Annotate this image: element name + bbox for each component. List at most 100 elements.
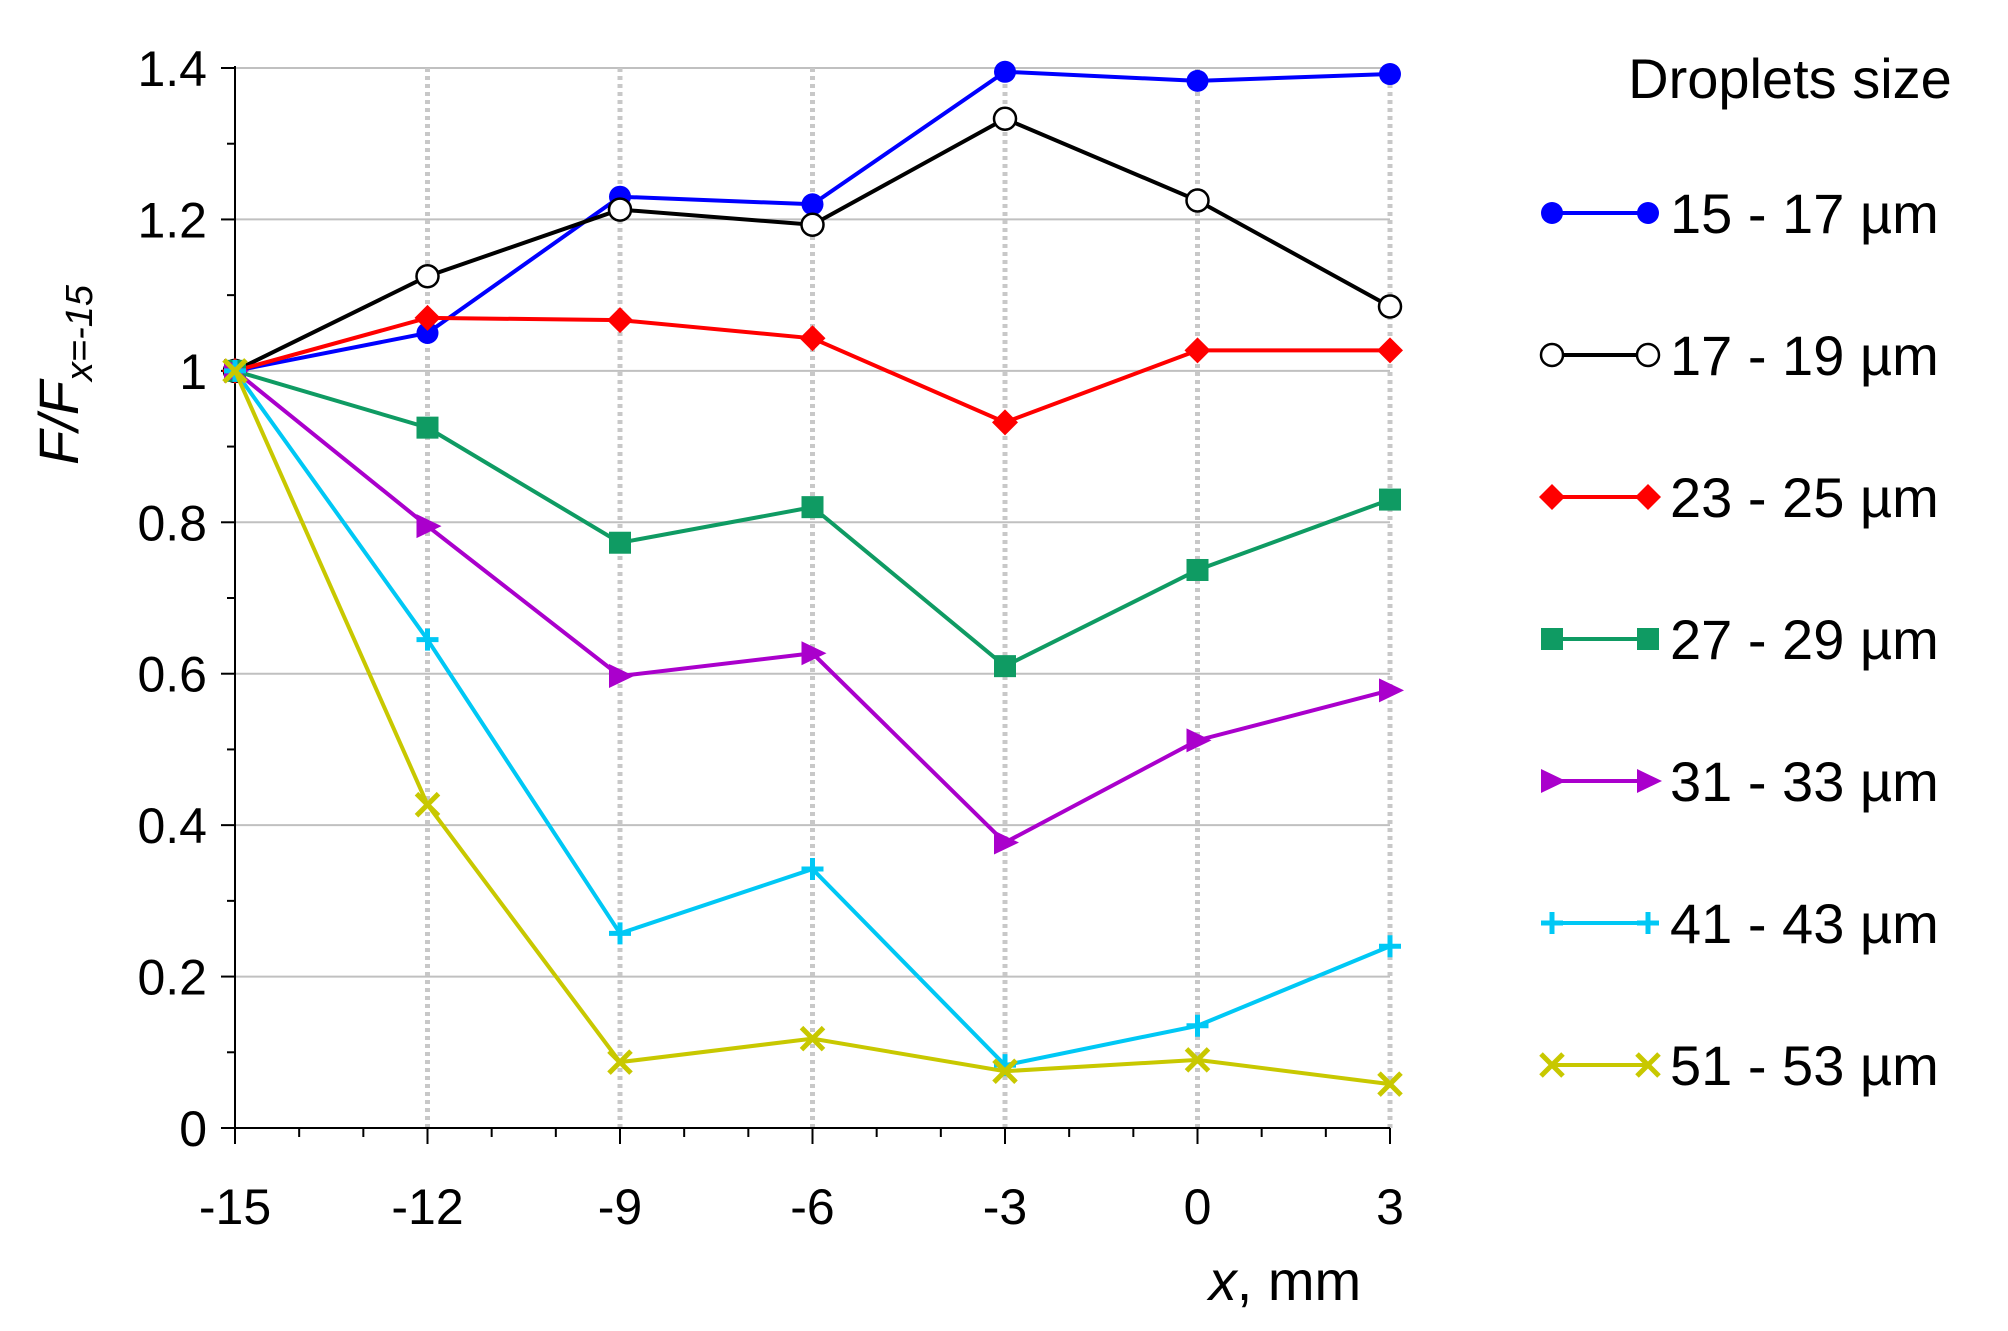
legend-marker (1637, 769, 1662, 793)
x-tick-label: -3 (983, 1179, 1027, 1235)
y-axis-label-subscript: x=-15 (59, 284, 101, 383)
y-axis-label-main: F/F (27, 378, 90, 465)
data-point (607, 197, 633, 222)
legend-item: 27 - 29 µm (1541, 608, 1939, 671)
data-point (801, 641, 827, 666)
data-point (609, 663, 634, 688)
legend-marker (1637, 912, 1659, 934)
x-tick-label: -9 (598, 1179, 642, 1235)
data-point (994, 60, 1016, 83)
legend-marker (1539, 484, 1565, 510)
data-point (416, 416, 439, 439)
data-point (1379, 488, 1401, 511)
y-tick-label: 1.4 (137, 41, 207, 97)
x-axis-label-unit: , mm (1237, 1249, 1361, 1312)
data-point (1379, 63, 1401, 86)
axis-labels: x, mm F/Fx=-15 Droplets size (27, 47, 1952, 1312)
data-point (414, 304, 441, 331)
data-point (1186, 558, 1209, 581)
data-point (609, 531, 631, 554)
x-tick-label: -15 (199, 1179, 271, 1235)
data-point (1377, 337, 1403, 364)
data-point (416, 628, 439, 651)
legend-item: 51 - 53 µm (1539, 1034, 1939, 1097)
axes: 0 0.2 0.4 0.6 0.8 1 1.2 1.4 -15 -12 -9 -6 -3 0 3 (137, 41, 1403, 1235)
legend-marker (1635, 1052, 1661, 1078)
y-axis-label: F/Fx=-15 (27, 284, 101, 465)
y-tick-label: 0.8 (137, 495, 207, 551)
y-tick-label: 0 (179, 1101, 207, 1157)
legend-label: 31 - 33 µm (1670, 750, 1939, 813)
data-point (609, 922, 631, 945)
legend-marker (1637, 202, 1659, 224)
series-2 (222, 304, 1403, 436)
series-6 (222, 358, 1403, 1097)
legend-title: Droplets size (1628, 47, 1952, 110)
data-point (799, 1025, 826, 1052)
legend: 15 - 17 µm 17 - 19 µm 23 - 25 µm 27 - 29 µm… (1539, 182, 1939, 1097)
legend-item: 15 - 17 µm (1541, 182, 1939, 245)
data-point (607, 307, 633, 334)
legend-marker (1541, 769, 1566, 793)
data-point (1379, 935, 1401, 958)
data-point (992, 1058, 1018, 1084)
data-point (415, 263, 440, 289)
legend-marker (1635, 342, 1661, 368)
legend-label: 15 - 17 µm (1670, 182, 1939, 245)
x-tick-label: 0 (1184, 1179, 1212, 1235)
x-tick-label: -12 (391, 1179, 463, 1235)
data-point (1185, 188, 1210, 213)
legend-marker (1541, 202, 1563, 224)
data-point (416, 322, 439, 344)
data-point (1186, 728, 1212, 753)
x-tick-label: -6 (790, 1179, 834, 1235)
legend-label: 27 - 29 µm (1670, 608, 1939, 671)
data-point (801, 496, 824, 519)
legend-item: 17 - 19 µm (1539, 324, 1939, 387)
data-point (1186, 69, 1209, 92)
legend-label: 23 - 25 µm (1670, 466, 1939, 529)
data-point (1377, 294, 1403, 319)
legend-marker (1539, 1052, 1565, 1078)
data-point (994, 830, 1019, 855)
data-point (1184, 1047, 1211, 1073)
data-point (1184, 337, 1211, 364)
legend-label: 41 - 43 µm (1670, 892, 1939, 955)
legend-label: 51 - 53 µm (1670, 1034, 1939, 1097)
data-point (800, 212, 825, 237)
x-tick-label: 3 (1376, 1179, 1404, 1235)
x-axis-label: x, mm (1206, 1249, 1361, 1312)
legend-item: 41 - 43 µm (1541, 892, 1939, 955)
data-point (992, 106, 1018, 131)
legend-marker (1539, 342, 1565, 368)
data-point (994, 655, 1016, 678)
series (222, 60, 1404, 1097)
legend-marker (1541, 912, 1563, 934)
legend-item: 31 - 33 µm (1541, 750, 1939, 813)
data-point (801, 858, 824, 881)
legend-marker (1541, 628, 1563, 650)
y-tick-label: 1.2 (137, 192, 207, 248)
x-axis-label-variable: x (1206, 1249, 1239, 1312)
legend-marker (1637, 628, 1659, 650)
data-point (1186, 1014, 1209, 1037)
data-point (1379, 678, 1404, 703)
data-point (801, 193, 824, 216)
data-point (607, 1049, 633, 1075)
y-tick-label: 0.2 (137, 950, 207, 1006)
data-point (799, 325, 826, 352)
legend-label: 17 - 19 µm (1670, 324, 1939, 387)
data-point (416, 514, 442, 539)
data-point (222, 358, 248, 384)
y-tick-label: 0.6 (137, 647, 207, 703)
legend-item: 23 - 25 µm (1539, 466, 1939, 529)
data-point (414, 791, 441, 818)
y-tick-label: 0.4 (137, 798, 207, 854)
y-tick-label: 1 (179, 344, 207, 400)
legend-marker (1635, 484, 1661, 510)
series-4 (224, 358, 1404, 855)
data-point (1377, 1071, 1403, 1097)
data-point (992, 409, 1018, 436)
